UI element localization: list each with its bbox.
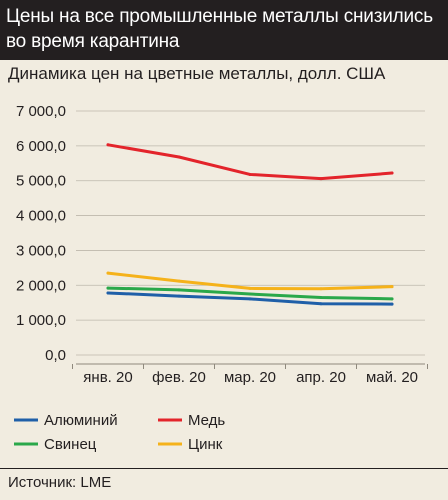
data-point <box>177 294 181 298</box>
y-tick-label: 0,0 <box>45 347 66 364</box>
data-point <box>319 287 323 291</box>
y-tick-label: 3 000,0 <box>16 242 66 259</box>
series-line-4 <box>106 271 394 291</box>
y-tick-label: 7 000,0 <box>16 103 66 120</box>
data-point <box>248 286 252 290</box>
y-tick-label: 2 000,0 <box>16 277 66 294</box>
x-tick-label: мар. 20 <box>224 369 276 386</box>
data-point <box>319 177 323 181</box>
legend-label: Цинк <box>188 436 223 453</box>
data-point <box>106 271 110 275</box>
chart-subtitle: Динамика цен на цветные металлы, долл. С… <box>8 64 386 83</box>
x-tick-label: апр. 20 <box>296 369 346 386</box>
data-point <box>319 302 323 306</box>
data-point <box>319 295 323 299</box>
data-point <box>177 155 181 159</box>
y-tick-label: 5 000,0 <box>16 173 66 190</box>
x-tick-label: май. 20 <box>366 369 418 386</box>
source-divider <box>0 468 448 469</box>
data-point <box>106 286 110 290</box>
line-chart: 0,0 1 000,0 2 000,0 3 000,0 4 000,0 5 000,0 6 … <box>14 103 428 453</box>
data-point <box>248 292 252 296</box>
data-point <box>390 171 394 175</box>
data-point <box>106 291 110 295</box>
x-tick-label: янв. 20 <box>83 369 132 386</box>
data-point <box>177 288 181 292</box>
chart-title-line-1: Цены на все промышленные металлы снизили… <box>6 6 433 27</box>
data-point <box>390 297 394 301</box>
data-point <box>106 143 110 147</box>
data-point <box>390 302 394 306</box>
x-tick-label: фев. 20 <box>152 369 206 386</box>
data-point <box>390 285 394 289</box>
y-tick-label: 6 000,0 <box>16 138 66 155</box>
data-point <box>177 279 181 283</box>
chart-title-line-2: во время карантина <box>6 31 180 52</box>
y-tick-label: 1 000,0 <box>16 312 66 329</box>
legend-label: Свинец <box>44 436 97 453</box>
legend-label: Алюминий <box>44 412 118 429</box>
source-note: Источник: LME <box>8 474 112 491</box>
data-point <box>248 297 252 301</box>
legend-label: Медь <box>188 412 225 429</box>
y-tick-label: 4 000,0 <box>16 208 66 225</box>
data-point <box>248 172 252 176</box>
title-banner: Цены на все промышленные металлы снизили… <box>0 0 448 60</box>
